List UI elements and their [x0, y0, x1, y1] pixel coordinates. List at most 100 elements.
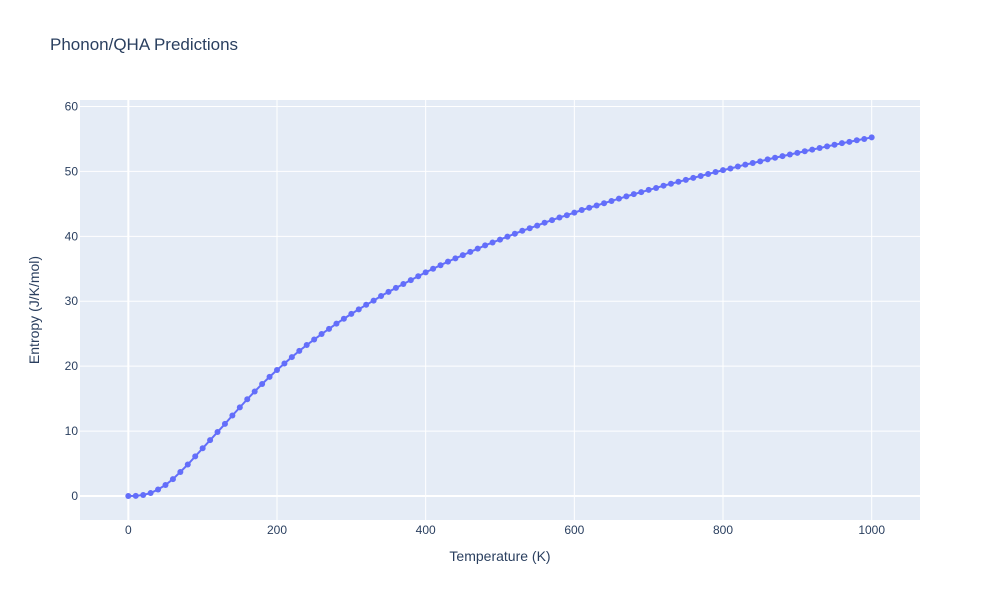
data-point[interactable] [273, 367, 280, 374]
data-point[interactable] [452, 255, 459, 262]
data-point[interactable] [162, 481, 169, 488]
data-point[interactable] [199, 445, 206, 452]
data-point[interactable] [801, 148, 808, 155]
data-point[interactable] [853, 137, 860, 144]
data-point[interactable] [355, 306, 362, 313]
data-point[interactable] [549, 217, 556, 224]
data-point[interactable] [326, 325, 333, 332]
data-point[interactable] [169, 476, 176, 483]
data-point[interactable] [259, 381, 266, 388]
data-point[interactable] [526, 225, 533, 232]
data-point[interactable] [786, 151, 793, 158]
data-point[interactable] [125, 492, 132, 499]
data-point[interactable] [586, 204, 593, 211]
data-point[interactable] [667, 180, 674, 187]
data-point[interactable] [214, 429, 221, 436]
data-point[interactable] [459, 252, 466, 259]
data-point[interactable] [757, 158, 764, 165]
data-point[interactable] [221, 420, 228, 427]
data-point[interactable] [251, 388, 258, 395]
data-point[interactable] [630, 191, 637, 198]
data-point[interactable] [742, 161, 749, 168]
data-point[interactable] [311, 336, 318, 343]
data-point[interactable] [868, 134, 875, 141]
data-point[interactable] [816, 145, 823, 152]
data-point[interactable] [489, 239, 496, 246]
data-point[interactable] [415, 273, 422, 280]
data-point[interactable] [147, 490, 154, 497]
data-point[interactable] [727, 165, 734, 172]
data-point[interactable] [504, 233, 511, 240]
data-point[interactable] [385, 288, 392, 295]
data-point[interactable] [303, 342, 310, 349]
data-point[interactable] [140, 492, 147, 499]
data-point[interactable] [430, 265, 437, 272]
data-point[interactable] [764, 156, 771, 163]
data-point[interactable] [497, 236, 503, 243]
data-point[interactable] [244, 396, 251, 403]
data-point[interactable] [645, 186, 652, 193]
data-point[interactable] [192, 453, 199, 460]
data-point[interactable] [705, 171, 712, 178]
data-point[interactable] [660, 182, 667, 189]
data-point[interactable] [593, 202, 600, 209]
data-point[interactable] [638, 189, 645, 196]
data-point[interactable] [519, 227, 526, 234]
data-point[interactable] [444, 258, 451, 265]
data-point[interactable] [578, 207, 585, 214]
data-point[interactable] [236, 404, 243, 411]
data-point[interactable] [720, 167, 727, 174]
data-point[interactable] [132, 492, 139, 499]
data-point[interactable] [229, 412, 236, 419]
data-point[interactable] [824, 143, 831, 150]
data-point[interactable] [407, 277, 414, 284]
data-point[interactable] [370, 297, 377, 304]
data-point[interactable] [400, 281, 407, 288]
data-point[interactable] [378, 293, 385, 300]
data-point[interactable] [749, 159, 756, 166]
data-point[interactable] [608, 197, 615, 204]
data-point[interactable] [534, 222, 541, 229]
data-point[interactable] [779, 153, 786, 160]
data-point[interactable] [184, 461, 191, 468]
data-point[interactable] [318, 331, 325, 338]
data-point[interactable] [422, 269, 429, 276]
data-point[interactable] [831, 141, 838, 148]
data-point[interactable] [697, 172, 704, 179]
data-point[interactable] [623, 193, 630, 200]
data-point[interactable] [467, 248, 474, 255]
data-point[interactable] [794, 149, 801, 156]
data-point[interactable] [601, 200, 608, 207]
data-point[interactable] [348, 310, 355, 317]
data-point[interactable] [846, 138, 853, 145]
data-point[interactable] [474, 245, 481, 252]
data-point[interactable] [772, 154, 779, 161]
data-point[interactable] [340, 315, 347, 322]
data-point[interactable] [690, 174, 697, 181]
data-point[interactable] [482, 242, 489, 249]
data-point[interactable] [861, 135, 868, 142]
data-point[interactable] [682, 176, 689, 183]
data-point[interactable] [809, 146, 816, 153]
data-point[interactable] [675, 178, 682, 185]
data-point[interactable] [266, 373, 273, 380]
data-point[interactable] [653, 184, 660, 191]
data-point[interactable] [712, 169, 719, 176]
data-point[interactable] [838, 140, 845, 147]
data-point[interactable] [734, 163, 741, 170]
data-point[interactable] [571, 209, 578, 216]
data-point[interactable] [207, 437, 214, 444]
data-point[interactable] [296, 347, 303, 354]
data-point[interactable] [556, 214, 563, 221]
data-point[interactable] [392, 284, 399, 291]
data-point[interactable] [177, 468, 184, 475]
data-point[interactable] [333, 320, 340, 327]
data-point[interactable] [281, 360, 288, 367]
data-point[interactable] [363, 301, 370, 308]
data-point[interactable] [437, 262, 444, 269]
data-point[interactable] [288, 354, 295, 361]
data-point[interactable] [511, 230, 518, 237]
data-point[interactable] [541, 219, 548, 226]
data-point[interactable] [155, 486, 162, 493]
data-point[interactable] [615, 195, 622, 202]
